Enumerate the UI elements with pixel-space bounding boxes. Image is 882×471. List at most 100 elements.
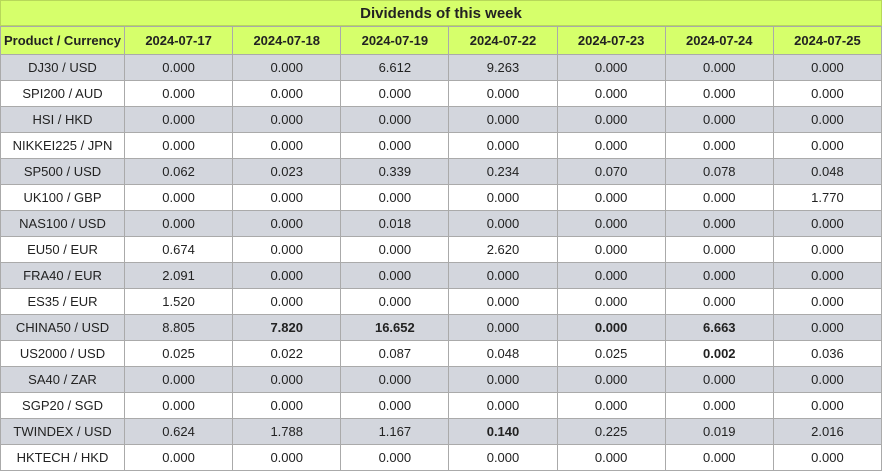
dividend-value-cell: 0.000 [448, 392, 558, 419]
dividend-value-cell: 0.000 [123, 366, 234, 393]
dividend-value-cell: 0.000 [123, 184, 234, 211]
dividend-value-cell: 0.000 [340, 80, 450, 107]
dividend-value-cell: 0.000 [340, 236, 450, 263]
table-row: SP500 / USD 0.062 0.023 0.339 0.234 0.070 0.07… [0, 158, 882, 185]
column-header-date: 2024-07-19 [340, 26, 450, 55]
dividend-value-cell: 0.000 [340, 184, 450, 211]
dividend-value-cell: 0.000 [556, 366, 666, 393]
dividend-value-cell: 0.000 [664, 132, 774, 159]
product-cell: SA40 / ZAR [0, 366, 125, 393]
dividend-value-cell: 0.002 [664, 340, 774, 367]
dividend-value-cell: 1.788 [232, 418, 342, 445]
table-row: EU50 / EUR 0.674 0.000 0.000 2.620 0.000 0.000… [0, 236, 882, 263]
dividend-value-cell: 6.612 [340, 54, 450, 81]
dividend-value-cell: 0.000 [556, 444, 666, 471]
dividend-value-cell: 1.520 [123, 288, 234, 315]
dividend-value-cell: 0.000 [232, 106, 342, 133]
dividend-value-cell: 0.000 [772, 236, 882, 263]
dividend-value-cell: 0.000 [232, 54, 342, 81]
dividend-value-cell: 0.000 [556, 106, 666, 133]
table-row: HSI / HKD 0.000 0.000 0.000 0.000 0.000 0.000 0… [0, 106, 882, 133]
dividend-value-cell: 0.087 [340, 340, 450, 367]
table-row: CHINA50 / USD 8.805 7.820 16.652 0.000 0.000 6… [0, 314, 882, 341]
dividend-value-cell: 0.000 [772, 106, 882, 133]
table-row: HKTECH / HKD 0.000 0.000 0.000 0.000 0.000 0.0… [0, 444, 882, 471]
table-row: ES35 / EUR 1.520 0.000 0.000 0.000 0.000 0.000… [0, 288, 882, 315]
column-header-date: 2024-07-25 [772, 26, 882, 55]
dividend-value-cell: 0.000 [232, 444, 342, 471]
dividend-value-cell: 0.234 [448, 158, 558, 185]
dividend-value-cell: 0.000 [123, 54, 234, 81]
dividend-value-cell: 0.000 [232, 80, 342, 107]
table-row: SGP20 / SGD 0.000 0.000 0.000 0.000 0.000 0.00… [0, 392, 882, 419]
dividend-value-cell: 0.000 [772, 444, 882, 471]
dividend-value-cell: 0.025 [123, 340, 234, 367]
table-row: UK100 / GBP 0.000 0.000 0.000 0.000 0.000 0.00… [0, 184, 882, 211]
dividend-value-cell: 0.000 [448, 262, 558, 289]
dividend-value-cell: 7.820 [232, 314, 342, 341]
dividend-value-cell: 0.000 [123, 80, 234, 107]
column-header-date: 2024-07-23 [556, 26, 666, 55]
dividend-value-cell: 0.000 [340, 132, 450, 159]
table-row: DJ30 / USD 0.000 0.000 6.612 9.263 0.000 0.000… [0, 54, 882, 81]
dividend-value-cell: 0.000 [232, 236, 342, 263]
dividend-value-cell: 9.263 [448, 54, 558, 81]
dividend-value-cell: 0.018 [340, 210, 450, 237]
product-cell: HSI / HKD [0, 106, 125, 133]
dividend-value-cell: 8.805 [123, 314, 234, 341]
dividend-value-cell: 0.000 [232, 210, 342, 237]
dividend-value-cell: 0.000 [772, 288, 882, 315]
dividend-value-cell: 2.091 [123, 262, 234, 289]
dividend-value-cell: 0.000 [448, 444, 558, 471]
product-cell: NIKKEI225 / JPN [0, 132, 125, 159]
table-title: Dividends of this week [0, 0, 882, 26]
table-row: SA40 / ZAR 0.000 0.000 0.000 0.000 0.000 0.000… [0, 366, 882, 393]
dividend-value-cell: 0.023 [232, 158, 342, 185]
dividend-value-cell: 1.167 [340, 418, 450, 445]
dividend-value-cell: 0.000 [340, 392, 450, 419]
header-row: Product / Currency 2024-07-17 2024-07-18… [0, 26, 882, 55]
dividend-value-cell: 0.022 [232, 340, 342, 367]
table-body: DJ30 / USD 0.000 0.000 6.612 9.263 0.000 0.000… [0, 54, 882, 471]
dividend-value-cell: 0.624 [123, 418, 234, 445]
dividend-value-cell: 0.000 [556, 210, 666, 237]
dividend-value-cell: 2.016 [772, 418, 882, 445]
column-header-date: 2024-07-24 [664, 26, 774, 55]
dividend-value-cell: 0.000 [123, 392, 234, 419]
dividend-value-cell: 0.048 [772, 158, 882, 185]
dividend-value-cell: 0.000 [664, 288, 774, 315]
dividend-value-cell: 0.000 [664, 262, 774, 289]
dividend-value-cell: 0.000 [556, 132, 666, 159]
product-cell: CHINA50 / USD [0, 314, 125, 341]
dividend-value-cell: 0.000 [556, 184, 666, 211]
dividend-value-cell: 0.000 [772, 314, 882, 341]
dividend-value-cell: 0.000 [448, 106, 558, 133]
dividend-value-cell: 0.000 [123, 132, 234, 159]
product-cell: FRA40 / EUR [0, 262, 125, 289]
table-row: TWINDEX / USD 0.624 1.788 1.167 0.140 0.225 0.… [0, 418, 882, 445]
dividend-value-cell: 0.000 [664, 236, 774, 263]
product-cell: SGP20 / SGD [0, 392, 125, 419]
dividend-value-cell: 0.000 [664, 392, 774, 419]
dividend-value-cell: 0.062 [123, 158, 234, 185]
dividend-value-cell: 0.000 [772, 392, 882, 419]
dividend-value-cell: 0.000 [340, 288, 450, 315]
dividend-value-cell: 0.000 [556, 392, 666, 419]
dividend-value-cell: 0.070 [556, 158, 666, 185]
dividend-value-cell: 0.000 [772, 132, 882, 159]
product-cell: SPI200 / AUD [0, 80, 125, 107]
table-row: FRA40 / EUR 2.091 0.000 0.000 0.000 0.000 0.00… [0, 262, 882, 289]
dividend-value-cell: 0.048 [448, 340, 558, 367]
product-cell: DJ30 / USD [0, 54, 125, 81]
dividend-value-cell: 0.000 [448, 314, 558, 341]
dividend-value-cell: 0.000 [772, 80, 882, 107]
dividend-value-cell: 0.339 [340, 158, 450, 185]
column-header-product: Product / Currency [0, 26, 125, 55]
dividend-value-cell: 0.000 [232, 262, 342, 289]
dividend-value-cell: 0.000 [232, 366, 342, 393]
product-cell: NAS100 / USD [0, 210, 125, 237]
dividend-value-cell: 0.000 [340, 106, 450, 133]
dividend-value-cell: 0.000 [232, 184, 342, 211]
dividend-value-cell: 0.000 [340, 366, 450, 393]
